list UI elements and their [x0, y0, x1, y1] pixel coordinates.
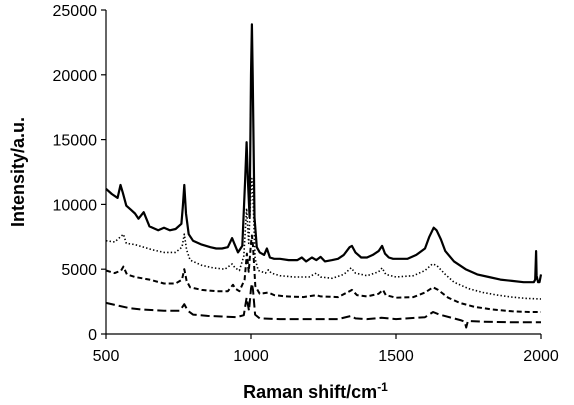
x-axis-title-text: Raman shift/cm — [243, 382, 377, 402]
y-axis-ticks: 0 5000 10000 15000 20000 25000 — [53, 3, 106, 344]
x-axis-title: Raman shift/cm-1 — [243, 380, 388, 402]
y-tick-label: 0 — [88, 327, 97, 344]
series-line-solid — [105, 23, 543, 284]
y-tick-label: 20000 — [53, 68, 98, 85]
x-tick-label: 1500 — [378, 348, 414, 365]
x-tick-label: 2000 — [523, 348, 559, 365]
series-line-dotted — [105, 177, 542, 300]
plot-area — [105, 23, 543, 329]
y-axis-title: Intensity/a.u. — [8, 117, 28, 227]
x-tick-label: 500 — [93, 348, 120, 365]
y-tick-label: 5000 — [61, 262, 97, 279]
y-tick-label: 15000 — [53, 133, 98, 150]
series-line-long-dashed — [105, 282, 541, 329]
x-axis-title-superscript: -1 — [377, 380, 388, 394]
series-line-dashed — [105, 234, 541, 313]
x-tick-label: 1000 — [233, 348, 269, 365]
x-axis-ticks: 500 1000 1500 2000 — [93, 334, 559, 365]
y-tick-label: 10000 — [53, 197, 98, 214]
y-tick-label: 25000 — [53, 3, 98, 20]
